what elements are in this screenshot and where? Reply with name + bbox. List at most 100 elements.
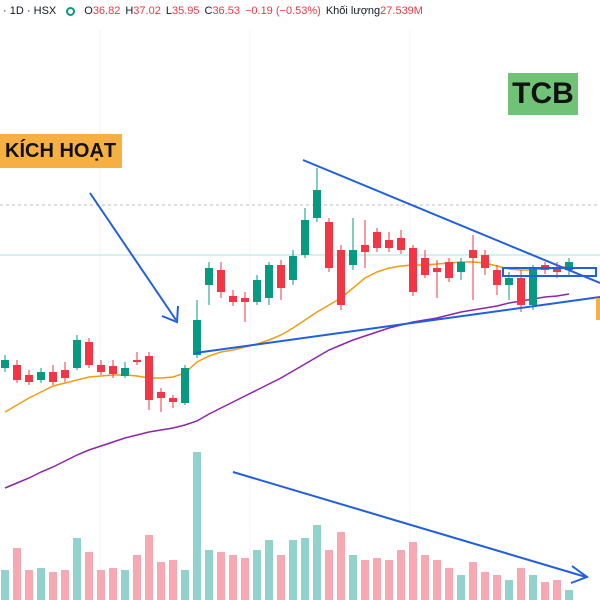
candle-body (49, 372, 57, 382)
candle-body (349, 250, 357, 265)
candle-body (277, 265, 285, 288)
volume-bar (505, 580, 513, 600)
candle-body (241, 298, 249, 302)
volume-bar (289, 540, 297, 600)
volume-bar (133, 555, 141, 600)
close-value: 36.53 (212, 5, 240, 17)
zone-box (502, 267, 597, 277)
candle-body (553, 268, 561, 272)
candle-body (301, 220, 309, 255)
candle-body (397, 238, 405, 250)
candle-body (25, 375, 33, 382)
volume-bar (493, 575, 501, 600)
candle-body (469, 250, 477, 258)
volume-bar (481, 572, 489, 600)
separator: · (23, 5, 34, 17)
arrow-head (570, 565, 590, 584)
volume-bar (37, 568, 45, 600)
candle-body (457, 262, 465, 272)
symbol-badge: TCB (508, 73, 578, 115)
moving-average (4, 261, 570, 413)
volume-bar (73, 538, 81, 600)
candle-body (385, 240, 393, 248)
low-value: 35.95 (171, 5, 200, 17)
volume-bar (337, 532, 345, 600)
volume-bar (457, 575, 465, 600)
exchange: HSX (33, 5, 57, 17)
volume-bar (145, 535, 153, 600)
candle-body (253, 280, 261, 302)
volume-label: Khối lượng (325, 5, 381, 17)
candle-body (109, 366, 117, 374)
candle-body (121, 368, 129, 376)
volume-bar (61, 570, 69, 600)
candle-body (61, 370, 69, 378)
volume-bar (217, 552, 225, 600)
high-value: 37.02 (133, 5, 161, 17)
volume-bar (409, 542, 417, 600)
candle-body (337, 250, 345, 305)
candle-body (205, 268, 213, 285)
volume-bar (265, 540, 273, 600)
volume-bar (541, 582, 549, 600)
volume-bar (49, 572, 57, 600)
candle-body (169, 398, 177, 402)
high-label: H (125, 5, 134, 17)
volume-bar (85, 552, 93, 600)
volume-bar (13, 548, 21, 600)
close-label: C (204, 5, 213, 17)
annotation: KÍCH HOẠT (0, 134, 123, 168)
volume-bar (121, 570, 129, 600)
price-tag (596, 298, 600, 320)
candle-body (133, 360, 141, 362)
interval: 1D (9, 5, 24, 17)
candle-body (421, 258, 429, 275)
candle-body (565, 262, 573, 270)
trendline (302, 159, 600, 284)
volume-bar (157, 562, 165, 600)
volume-bar (253, 550, 261, 600)
arrow-head (161, 305, 179, 324)
candle-body (373, 232, 381, 248)
volume-bar (241, 558, 249, 600)
arrow (232, 471, 587, 578)
candle-body (145, 356, 153, 400)
volume-bar (469, 562, 477, 600)
open-value: 36.82 (92, 5, 121, 17)
trendline (194, 296, 600, 354)
candle-body (445, 262, 453, 278)
candle-body (217, 270, 225, 292)
candle-body (433, 268, 441, 272)
volume-bar (25, 570, 33, 600)
candle-body (517, 278, 525, 305)
volume-bar (313, 525, 321, 600)
volume-bar (325, 550, 333, 600)
moving-average (4, 293, 570, 489)
volume-bar (385, 560, 393, 600)
candle-layer (1, 168, 573, 412)
volume-bar (193, 452, 201, 600)
volume-bar (397, 550, 405, 600)
volume-bar (373, 558, 381, 600)
drawings (89, 159, 600, 584)
volume-bar (229, 555, 237, 600)
volume-bar (529, 575, 537, 600)
volume-bar (361, 560, 369, 600)
volume-bar (565, 590, 573, 600)
candle-body (73, 340, 81, 368)
candle-body (409, 248, 417, 292)
candle-body (289, 256, 297, 280)
candle-body (229, 296, 237, 302)
candle-body (493, 270, 501, 285)
volume-bar (433, 560, 441, 600)
separator: · (0, 5, 10, 17)
candle-body (481, 255, 489, 268)
volume-bar (97, 570, 105, 600)
candle-body (181, 368, 189, 403)
volume-bar (181, 570, 189, 600)
low-label: L (165, 5, 172, 17)
volume-bar (277, 555, 285, 600)
candle-body (313, 190, 321, 218)
